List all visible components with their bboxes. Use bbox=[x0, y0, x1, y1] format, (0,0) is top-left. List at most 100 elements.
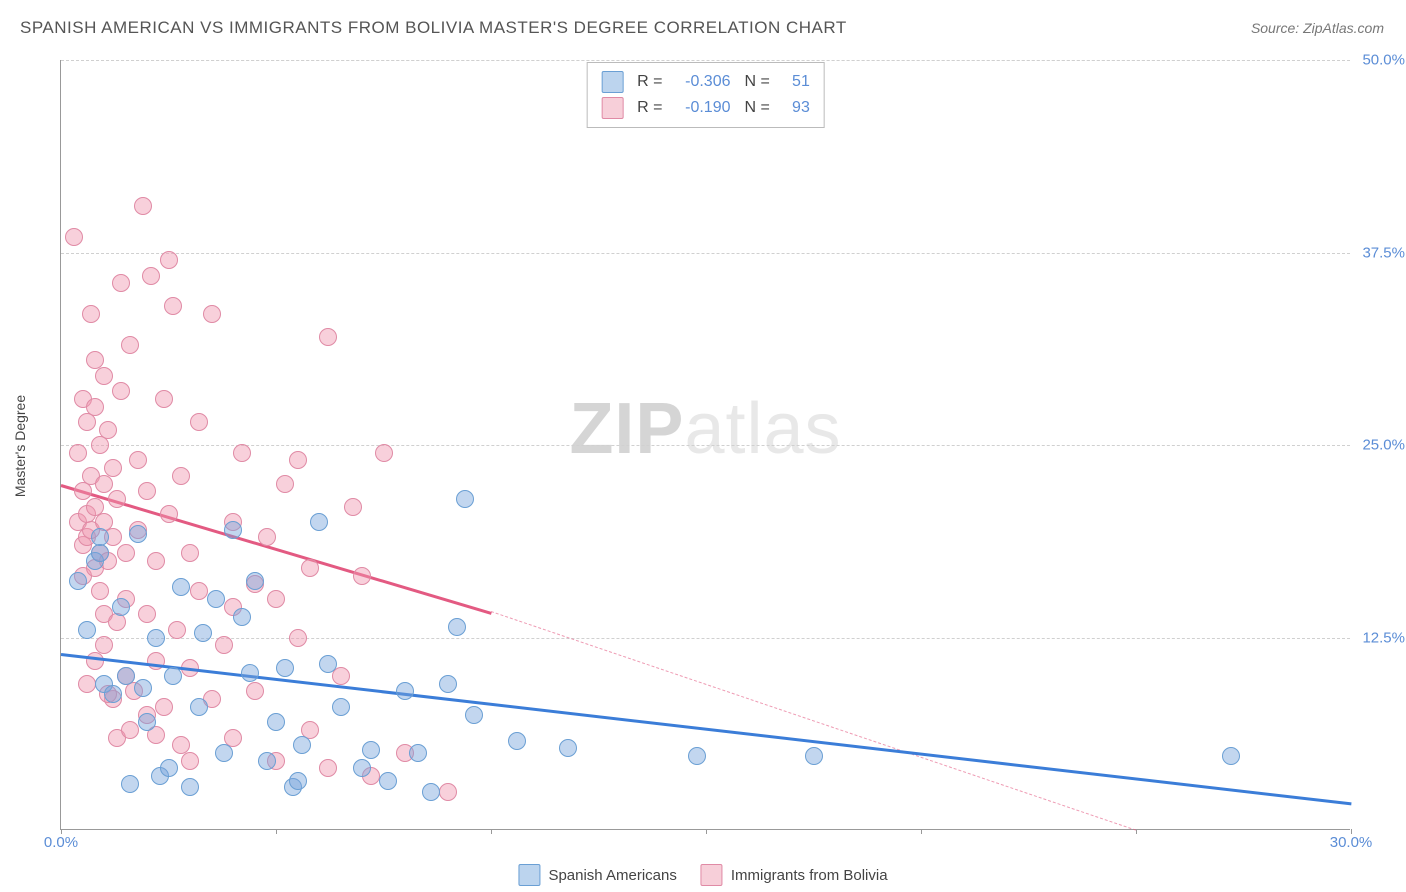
scatter-point bbox=[78, 675, 96, 693]
scatter-point bbox=[91, 528, 109, 546]
r-value: -0.306 bbox=[673, 73, 731, 91]
scatter-point bbox=[160, 505, 178, 523]
scatter-point bbox=[194, 624, 212, 642]
scatter-point bbox=[289, 451, 307, 469]
scatter-point bbox=[147, 629, 165, 647]
scatter-point bbox=[95, 475, 113, 493]
legend: Spanish Americans Immigrants from Bolivia bbox=[518, 864, 887, 886]
scatter-point bbox=[117, 544, 135, 562]
legend-swatch bbox=[601, 71, 623, 93]
scatter-point bbox=[95, 367, 113, 385]
grid-line bbox=[61, 253, 1350, 254]
scatter-point bbox=[805, 747, 823, 765]
scatter-point bbox=[258, 528, 276, 546]
scatter-point bbox=[65, 228, 83, 246]
scatter-point bbox=[224, 521, 242, 539]
scatter-point bbox=[508, 732, 526, 750]
legend-swatch bbox=[518, 864, 540, 886]
scatter-point bbox=[319, 655, 337, 673]
n-value: 51 bbox=[780, 73, 810, 91]
scatter-point bbox=[112, 274, 130, 292]
x-tick-mark bbox=[1136, 829, 1137, 834]
scatter-point bbox=[344, 498, 362, 516]
source-attribution: Source: ZipAtlas.com bbox=[1251, 20, 1384, 36]
scatter-point bbox=[310, 513, 328, 531]
scatter-point bbox=[138, 605, 156, 623]
scatter-point bbox=[375, 444, 393, 462]
x-tick-mark bbox=[921, 829, 922, 834]
scatter-point bbox=[276, 659, 294, 677]
scatter-point bbox=[82, 305, 100, 323]
n-value: 93 bbox=[780, 99, 810, 117]
n-label: N = bbox=[745, 73, 770, 91]
scatter-point bbox=[215, 636, 233, 654]
scatter-point bbox=[246, 572, 264, 590]
legend-swatch bbox=[601, 97, 623, 119]
scatter-point bbox=[319, 759, 337, 777]
legend-label: Spanish Americans bbox=[548, 867, 676, 884]
scatter-point bbox=[86, 398, 104, 416]
grid-line bbox=[61, 638, 1350, 639]
scatter-point bbox=[160, 251, 178, 269]
scatter-point bbox=[293, 736, 311, 754]
x-tick-mark bbox=[491, 829, 492, 834]
y-tick-label: 50.0% bbox=[1362, 52, 1405, 69]
scatter-point bbox=[108, 490, 126, 508]
legend-item: Immigrants from Bolivia bbox=[701, 864, 888, 886]
scatter-point bbox=[688, 747, 706, 765]
scatter-point bbox=[456, 490, 474, 508]
scatter-point bbox=[78, 413, 96, 431]
scatter-point bbox=[160, 759, 178, 777]
x-tick-label: 0.0% bbox=[44, 834, 78, 851]
chart-container: SPANISH AMERICAN VS IMMIGRANTS FROM BOLI… bbox=[0, 0, 1406, 892]
regression-line-dashed bbox=[491, 611, 1136, 831]
scatter-point bbox=[289, 629, 307, 647]
scatter-point bbox=[181, 752, 199, 770]
grid-line bbox=[61, 60, 1350, 61]
scatter-point bbox=[134, 679, 152, 697]
scatter-point bbox=[181, 778, 199, 796]
scatter-point bbox=[121, 721, 139, 739]
scatter-point bbox=[138, 713, 156, 731]
plot-area: ZIPatlas R =-0.306N =51R =-0.190N =93 12… bbox=[60, 60, 1350, 830]
scatter-point bbox=[267, 713, 285, 731]
scatter-point bbox=[207, 590, 225, 608]
scatter-point bbox=[439, 675, 457, 693]
x-tick-label: 30.0% bbox=[1330, 834, 1373, 851]
scatter-point bbox=[69, 444, 87, 462]
scatter-point bbox=[267, 590, 285, 608]
scatter-point bbox=[147, 552, 165, 570]
scatter-point bbox=[155, 698, 173, 716]
scatter-point bbox=[172, 578, 190, 596]
scatter-point bbox=[121, 336, 139, 354]
x-tick-mark bbox=[276, 829, 277, 834]
scatter-point bbox=[69, 572, 87, 590]
r-label: R = bbox=[637, 99, 662, 117]
scatter-point bbox=[246, 682, 264, 700]
y-tick-label: 25.0% bbox=[1362, 437, 1405, 454]
grid-line bbox=[61, 445, 1350, 446]
scatter-point bbox=[91, 436, 109, 454]
scatter-point bbox=[91, 544, 109, 562]
scatter-point bbox=[78, 621, 96, 639]
correlation-stats-box: R = -0.306 N = 51 R =-0.190N =93 bbox=[586, 62, 825, 128]
scatter-point bbox=[422, 783, 440, 801]
y-tick-label: 12.5% bbox=[1362, 629, 1405, 646]
legend-swatch bbox=[701, 864, 723, 886]
scatter-point bbox=[276, 475, 294, 493]
scatter-point bbox=[74, 482, 92, 500]
scatter-point bbox=[396, 682, 414, 700]
scatter-point bbox=[129, 525, 147, 543]
scatter-point bbox=[301, 559, 319, 577]
scatter-point bbox=[362, 741, 380, 759]
scatter-point bbox=[112, 382, 130, 400]
scatter-point bbox=[190, 698, 208, 716]
scatter-point bbox=[164, 297, 182, 315]
scatter-point bbox=[190, 582, 208, 600]
r-label: R = bbox=[637, 73, 662, 91]
scatter-point bbox=[258, 752, 276, 770]
scatter-point bbox=[215, 744, 233, 762]
scatter-point bbox=[121, 775, 139, 793]
legend-item: Spanish Americans bbox=[518, 864, 676, 886]
stats-row: R =-0.190N =93 bbox=[601, 95, 810, 121]
